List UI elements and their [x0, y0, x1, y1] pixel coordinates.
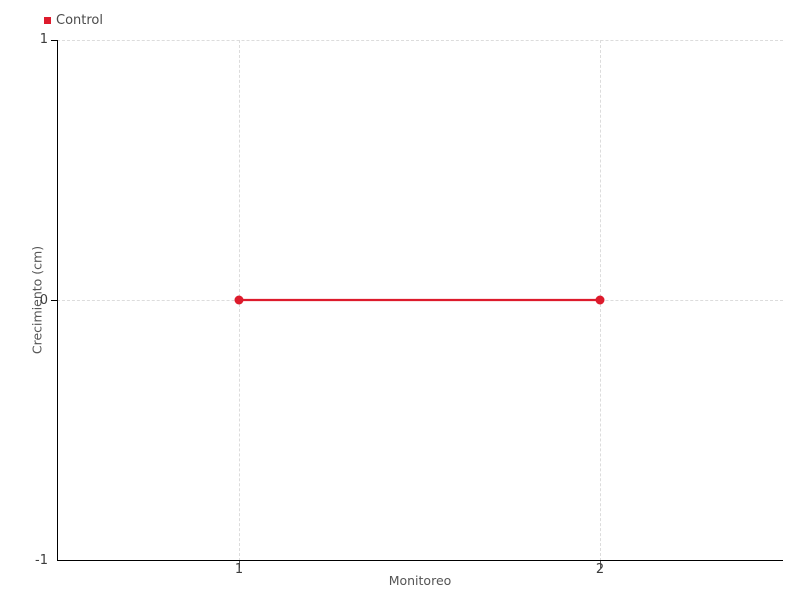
plot-area [57, 40, 783, 561]
legend-swatch-control [44, 16, 51, 24]
y-axis-title: Crecimiento (cm) [29, 245, 45, 355]
y-tick-label-1: 1 [39, 32, 48, 47]
x-tick-mark-2 [600, 561, 601, 568]
gridline-horizontal-0 [57, 300, 783, 301]
legend-label-control: Control [56, 12, 103, 28]
chart-legend: Control [44, 12, 103, 28]
y-tick-label-0: 0 [39, 293, 48, 308]
x-tick-label-2: 2 [595, 562, 605, 577]
y-tick-label-minus-1: -1 [35, 553, 48, 568]
x-tick-label-1: 1 [234, 562, 244, 577]
y-tick-mark-1 [51, 40, 57, 41]
y-tick-mark-0 [51, 300, 57, 301]
x-tick-mark-1 [239, 561, 240, 568]
data-point-control-2 [595, 295, 605, 305]
x-axis-line [57, 560, 783, 561]
x-axis-title: Monitoreo [388, 573, 452, 588]
gridline-horizontal-1 [57, 40, 783, 41]
data-point-control-1 [234, 295, 244, 305]
y-axis-line [57, 40, 58, 561]
